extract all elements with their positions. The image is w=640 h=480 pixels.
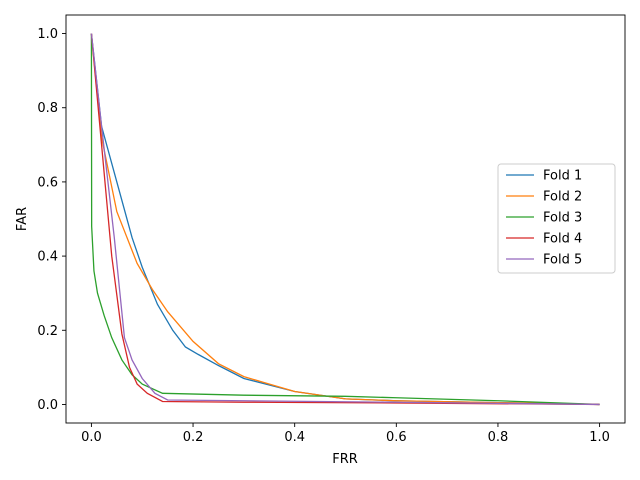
legend-label-fold-2: Fold 2: [543, 190, 582, 205]
x-tick-label: 0.4: [284, 430, 305, 445]
x-tick-label: 0.8: [488, 430, 509, 445]
series-line-fold-5: [90, 33, 600, 406]
x-axis-label: FRR: [332, 452, 358, 467]
series-line-fold-2: [90, 33, 600, 406]
plot-area: [90, 33, 600, 406]
axes: 0.0 0.2 0.4 0.6 0.8 1.0 0.0 0.2 0.4 0.6 0.8 1.0: [37, 14, 626, 445]
y-tick-label: 0.2: [37, 324, 58, 339]
legend-label-fold-5: Fold 5: [543, 253, 582, 268]
x-tick-label: 0.0: [81, 430, 102, 445]
y-tick-label: 0.0: [37, 398, 58, 413]
y-tick-label: 0.4: [37, 250, 58, 265]
x-tick-label: 0.6: [386, 430, 407, 445]
legend-label-fold-4: Fold 4: [543, 232, 582, 247]
y-axis-label: FAR: [15, 207, 30, 231]
y-tick-label: 0.8: [37, 101, 58, 116]
series-line-fold-4: [90, 33, 600, 406]
plot-frame: [65, 14, 626, 424]
legend: Fold 1 Fold 2 Fold 3 Fold 4 Fold 5: [497, 163, 616, 274]
series-line-fold-3: [90, 33, 600, 406]
x-tick-label: 1.0: [589, 430, 610, 445]
legend-box: [497, 163, 616, 274]
y-tick-label: 1.0: [37, 27, 58, 42]
legend-label-fold-1: Fold 1: [543, 169, 582, 184]
legend-label-fold-3: Fold 3: [543, 211, 582, 226]
x-tick-label: 0.2: [183, 430, 204, 445]
y-tick-label: 0.6: [37, 175, 58, 190]
